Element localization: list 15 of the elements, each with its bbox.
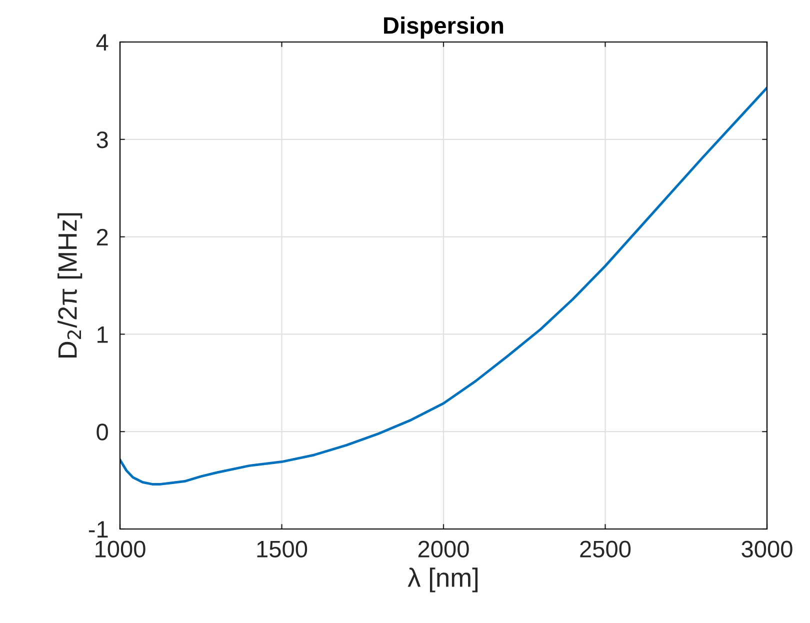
- x-axis-title: λ [nm]: [408, 568, 478, 592]
- chart-title: Dispersion: [384, 16, 504, 39]
- y-tick-label: 1: [98, 326, 108, 343]
- x-tick-label: 1000: [96, 540, 146, 558]
- x-tick-label: 3000: [742, 540, 792, 558]
- y-axis-title: D$_{2}$/2π [MHz]: [58, 213, 82, 358]
- y-tick-label: 2: [96, 228, 108, 246]
- line-series: [120, 86, 767, 486]
- y-tick-label: 4: [96, 34, 108, 51]
- x-tick-label: 1500: [257, 540, 308, 558]
- y-tick-label: 0: [96, 424, 108, 440]
- x-tick-label: 2000: [418, 540, 469, 558]
- y-tick-label: -1: [88, 521, 108, 538]
- y-tick-label: 3: [96, 131, 108, 148]
- x-tick-label: 2500: [580, 540, 631, 558]
